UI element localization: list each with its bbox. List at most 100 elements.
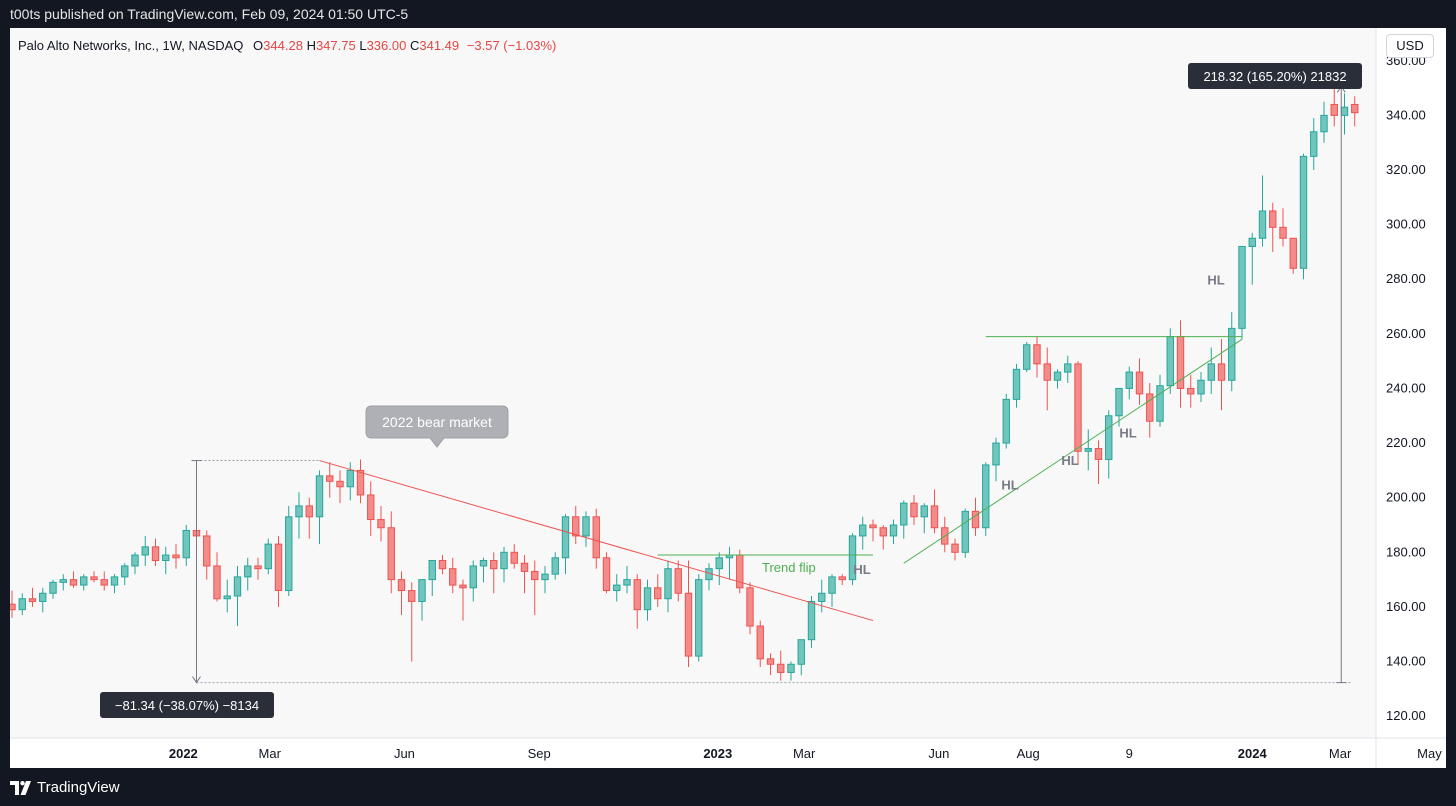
- candle-body: [162, 554, 170, 561]
- candle-body: [1053, 371, 1062, 381]
- candle-body: [254, 565, 262, 570]
- candle-body: [531, 570, 539, 581]
- candle-body: [356, 469, 365, 496]
- candle-body: [1187, 387, 1195, 395]
- candle-body: [428, 560, 436, 581]
- hl-label: HL: [1061, 453, 1078, 468]
- y-tick-label: 300.00: [1386, 217, 1426, 232]
- candle-body: [1279, 226, 1287, 239]
- candle-body: [982, 464, 990, 529]
- candle-body: [1166, 336, 1174, 387]
- candle-body: [592, 516, 600, 559]
- candle-body: [449, 568, 457, 586]
- tradingview-brand[interactable]: TradingView: [10, 779, 120, 796]
- y-tick-label: 340.00: [1386, 107, 1426, 122]
- candle-body: [520, 562, 529, 572]
- candle-body: [920, 505, 928, 518]
- rising-trendline: [903, 338, 1243, 564]
- candle-body: [684, 592, 693, 657]
- y-tick-label: 160.00: [1386, 599, 1426, 614]
- candle-body: [1033, 344, 1041, 365]
- candle-body: [1217, 363, 1226, 381]
- trend-flip-label: Trend flip: [762, 560, 816, 575]
- candle-body: [151, 546, 160, 561]
- candle-body: [1248, 237, 1256, 247]
- candle-body: [203, 535, 211, 567]
- candle-body: [582, 516, 590, 537]
- candle-body: [961, 510, 969, 553]
- x-tick-label: Jun: [394, 746, 415, 761]
- candle-body: [818, 592, 826, 602]
- currency-button[interactable]: USD: [1386, 34, 1434, 58]
- candle-body: [602, 557, 611, 592]
- candle-body: [1299, 155, 1308, 269]
- candle-body: [1146, 393, 1154, 422]
- low-label: L: [359, 38, 367, 53]
- candle-body: [346, 469, 354, 488]
- candle-body: [397, 579, 406, 592]
- x-tick-label: May: [1417, 746, 1442, 761]
- candle-body: [387, 527, 395, 581]
- tradingview-logo-icon: [10, 780, 31, 795]
- candle-body: [613, 584, 621, 592]
- candle-body: [541, 573, 549, 581]
- bear-market-label: 2022 bear market: [382, 414, 492, 430]
- candle-body: [674, 568, 682, 594]
- x-tick-label: Aug: [1017, 746, 1040, 761]
- candle-body: [1258, 210, 1267, 239]
- bear-market-callout: [365, 405, 509, 448]
- candle-body: [766, 658, 775, 665]
- candle-body: [1105, 415, 1113, 460]
- candle-body: [49, 581, 57, 594]
- candle-body: [1084, 448, 1092, 452]
- y-tick-label: 280.00: [1386, 271, 1426, 286]
- candle-body: [1023, 344, 1031, 370]
- candle-body: [274, 543, 283, 592]
- candle-body: [715, 557, 723, 570]
- candle-body: [285, 516, 293, 592]
- hl-label: HL: [853, 562, 870, 577]
- x-tick-label: Mar: [259, 746, 282, 761]
- time-axis: [10, 738, 1446, 768]
- candle-body: [90, 576, 98, 581]
- candle-body: [244, 565, 252, 578]
- low-value: 336.00: [366, 38, 407, 53]
- candle-body: [459, 584, 467, 589]
- x-tick-label: Mar: [1329, 746, 1352, 761]
- candle-body: [807, 600, 816, 641]
- candle-body: [1197, 379, 1205, 395]
- candle-body: [1156, 385, 1164, 422]
- measure-down-label-box: [100, 692, 274, 718]
- candle-body: [1351, 103, 1359, 114]
- candle-body: [500, 551, 508, 570]
- candle-body: [59, 579, 67, 583]
- change-value: −3.57 (−1.03%): [466, 38, 557, 53]
- open-value: 344.28: [263, 38, 303, 53]
- symbol-legend: Palo Alto Networks, Inc., 1W, NASDAQ O34…: [18, 38, 556, 53]
- published-info: t00ts published on TradingView.com, Feb …: [10, 6, 409, 22]
- candle-body: [623, 579, 631, 586]
- candle-body: [561, 516, 570, 559]
- candle-body: [110, 576, 119, 586]
- measure-down-arrow-head: [192, 676, 201, 684]
- candle-body: [951, 543, 959, 553]
- candle-body: [1228, 327, 1236, 381]
- measure-down-label-text: −81.34 (−38.07%) −8134: [115, 698, 259, 713]
- candle-body: [1043, 363, 1051, 381]
- candle-body: [664, 568, 672, 600]
- open-label: O: [253, 38, 264, 53]
- candle-body: [859, 524, 867, 537]
- candle-body: [469, 565, 477, 589]
- candle-body: [1207, 363, 1215, 381]
- candle-body: [510, 551, 518, 564]
- candle-body: [848, 535, 857, 581]
- candle-body: [695, 579, 703, 657]
- candle-body: [633, 579, 641, 611]
- candle-body: [39, 592, 47, 602]
- candle-body: [141, 546, 149, 556]
- candle-body: [10, 603, 16, 611]
- candle-body: [930, 505, 939, 529]
- y-tick-label: 120.00: [1386, 708, 1426, 723]
- price-chart[interactable]: 120.00 140.00 160.00 180.00 200.00 220.00 240.…: [10, 28, 1446, 768]
- chart-frame[interactable]: 120.00 140.00 160.00 180.00 200.00 220.00 240.…: [10, 28, 1446, 768]
